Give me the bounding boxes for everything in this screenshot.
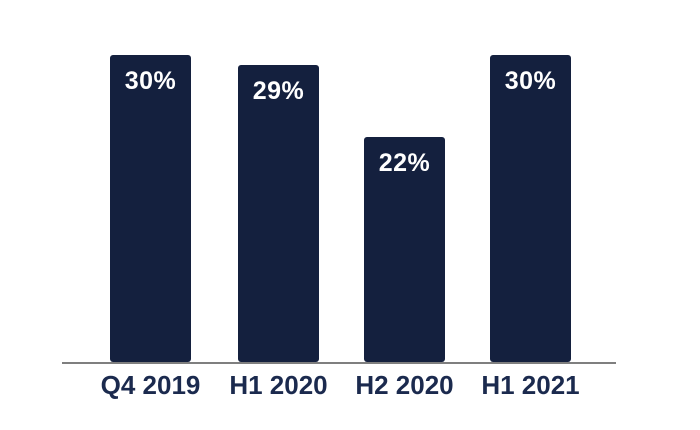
x-axis-line xyxy=(62,362,616,364)
bar: 22% xyxy=(364,137,445,362)
x-tick-label: H2 2020 xyxy=(355,370,454,400)
bar-value-label: 22% xyxy=(378,149,431,177)
bar-value-label: 30% xyxy=(504,67,557,95)
x-tick-label: Q4 2019 xyxy=(100,370,201,400)
x-tick-label: H1 2021 xyxy=(481,370,580,400)
x-tick-label: H1 2020 xyxy=(229,370,328,400)
bar-value-label: 29% xyxy=(252,77,305,105)
bar-value-label: 30% xyxy=(124,67,177,95)
bar: 29% xyxy=(238,65,319,362)
bar: 30% xyxy=(110,55,191,362)
bar: 30% xyxy=(490,55,571,362)
